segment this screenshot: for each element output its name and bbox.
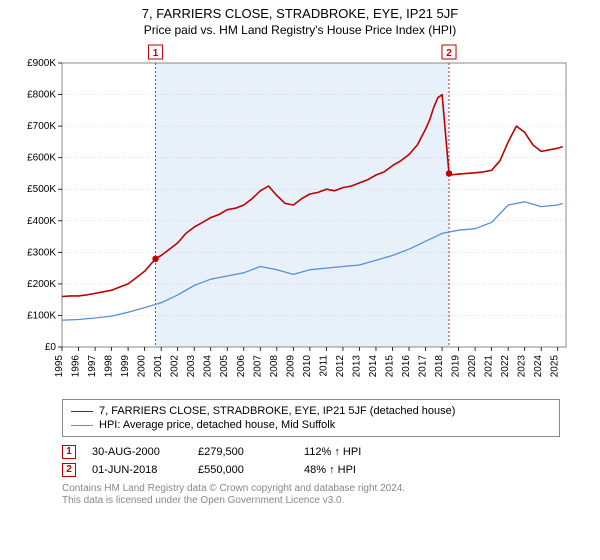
marker-pct: 48% ↑ HPI bbox=[304, 461, 394, 479]
svg-text:1999: 1999 bbox=[120, 355, 131, 378]
marker-date: 30-AUG-2000 bbox=[92, 443, 182, 461]
legend-item-hpi: HPI: Average price, detached house, Mid … bbox=[71, 418, 551, 432]
legend-item-property: 7, FARRIERS CLOSE, STRADBROKE, EYE, IP21… bbox=[71, 404, 551, 418]
svg-text:£300K: £300K bbox=[27, 247, 56, 258]
svg-text:2018: 2018 bbox=[434, 355, 445, 378]
copyright-line: Contains HM Land Registry data © Crown c… bbox=[62, 483, 560, 495]
marker-id-box: 1 bbox=[62, 445, 76, 459]
svg-text:£700K: £700K bbox=[27, 121, 56, 132]
marker-pct: 112% ↑ HPI bbox=[304, 443, 394, 461]
svg-text:2021: 2021 bbox=[484, 355, 495, 378]
svg-text:£100K: £100K bbox=[27, 310, 56, 321]
marker-price: £550,000 bbox=[198, 461, 288, 479]
svg-text:£600K: £600K bbox=[27, 153, 56, 164]
legend-swatch-property bbox=[71, 411, 93, 412]
svg-text:£500K: £500K bbox=[27, 184, 56, 195]
legend-swatch-hpi bbox=[71, 425, 93, 426]
svg-text:£0: £0 bbox=[45, 342, 57, 353]
svg-text:£200K: £200K bbox=[27, 279, 56, 290]
svg-text:2002: 2002 bbox=[170, 355, 181, 378]
line-chart: £0 £100K £200K £300K £400K £500K £600K £700K £80… bbox=[10, 41, 590, 395]
marker-row-1: 1 30-AUG-2000 £279,500 112% ↑ HPI bbox=[62, 443, 560, 461]
svg-text:2005: 2005 bbox=[219, 355, 230, 378]
svg-text:1997: 1997 bbox=[87, 355, 98, 378]
svg-text:1998: 1998 bbox=[104, 355, 115, 378]
svg-text:2: 2 bbox=[446, 48, 452, 59]
svg-text:2023: 2023 bbox=[517, 355, 528, 378]
chart-area: £0 £100K £200K £300K £400K £500K £600K £700K £80… bbox=[10, 41, 590, 395]
svg-text:£800K: £800K bbox=[27, 90, 56, 101]
svg-text:1996: 1996 bbox=[71, 355, 82, 378]
svg-text:2014: 2014 bbox=[368, 355, 379, 378]
svg-text:2004: 2004 bbox=[203, 355, 214, 378]
page-subtitle: Price paid vs. HM Land Registry's House … bbox=[10, 23, 590, 37]
svg-text:2013: 2013 bbox=[351, 355, 362, 378]
svg-text:2001: 2001 bbox=[153, 355, 164, 378]
svg-text:2011: 2011 bbox=[318, 355, 329, 377]
svg-text:2016: 2016 bbox=[401, 355, 412, 378]
svg-text:2025: 2025 bbox=[550, 355, 561, 378]
svg-text:2015: 2015 bbox=[384, 355, 395, 378]
page-title: 7, FARRIERS CLOSE, STRADBROKE, EYE, IP21… bbox=[10, 6, 590, 21]
svg-text:2017: 2017 bbox=[418, 355, 429, 378]
legend-label: HPI: Average price, detached house, Mid … bbox=[99, 418, 335, 432]
svg-text:2003: 2003 bbox=[186, 355, 197, 378]
legend-label: 7, FARRIERS CLOSE, STRADBROKE, EYE, IP21… bbox=[99, 404, 455, 418]
copyright-line: This data is licensed under the Open Gov… bbox=[62, 495, 560, 507]
svg-text:2019: 2019 bbox=[451, 355, 462, 378]
svg-text:2007: 2007 bbox=[252, 355, 263, 378]
svg-text:2000: 2000 bbox=[137, 355, 148, 378]
svg-text:£900K: £900K bbox=[27, 58, 56, 69]
svg-text:2008: 2008 bbox=[269, 355, 280, 378]
svg-text:2009: 2009 bbox=[285, 355, 296, 378]
marker-price: £279,500 bbox=[198, 443, 288, 461]
copyright: Contains HM Land Registry data © Crown c… bbox=[62, 483, 560, 507]
marker-table: 1 30-AUG-2000 £279,500 112% ↑ HPI 2 01-J… bbox=[62, 443, 560, 479]
svg-text:2006: 2006 bbox=[236, 355, 247, 378]
marker-row-2: 2 01-JUN-2018 £550,000 48% ↑ HPI bbox=[62, 461, 560, 479]
svg-text:2022: 2022 bbox=[500, 355, 511, 378]
svg-text:2012: 2012 bbox=[335, 355, 346, 378]
svg-text:2024: 2024 bbox=[533, 355, 544, 378]
marker-date: 01-JUN-2018 bbox=[92, 461, 182, 479]
legend: 7, FARRIERS CLOSE, STRADBROKE, EYE, IP21… bbox=[62, 399, 560, 437]
svg-text:£400K: £400K bbox=[27, 216, 56, 227]
marker-id-box: 2 bbox=[62, 463, 76, 477]
svg-text:1995: 1995 bbox=[54, 355, 65, 378]
svg-text:2020: 2020 bbox=[467, 355, 478, 378]
svg-text:2010: 2010 bbox=[302, 355, 313, 378]
svg-text:1: 1 bbox=[153, 48, 159, 59]
